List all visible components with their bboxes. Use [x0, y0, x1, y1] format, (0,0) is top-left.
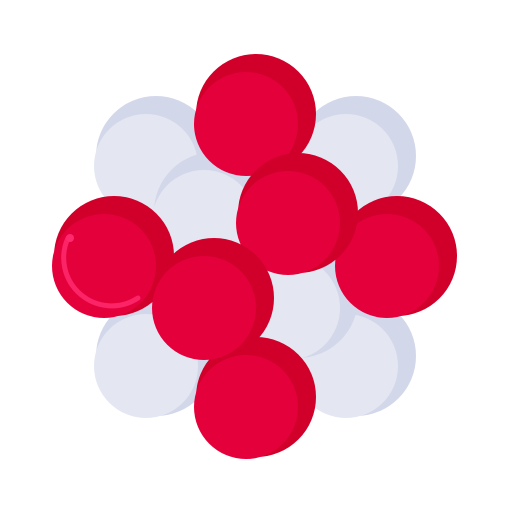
proton-center-left — [152, 238, 274, 360]
proton-top — [194, 54, 316, 176]
proton-left — [52, 196, 174, 318]
proton-bottom — [194, 337, 316, 459]
proton-center-right — [236, 153, 358, 275]
shine-highlight — [61, 235, 141, 309]
shine-dot — [66, 234, 74, 242]
proton-right — [335, 196, 457, 318]
